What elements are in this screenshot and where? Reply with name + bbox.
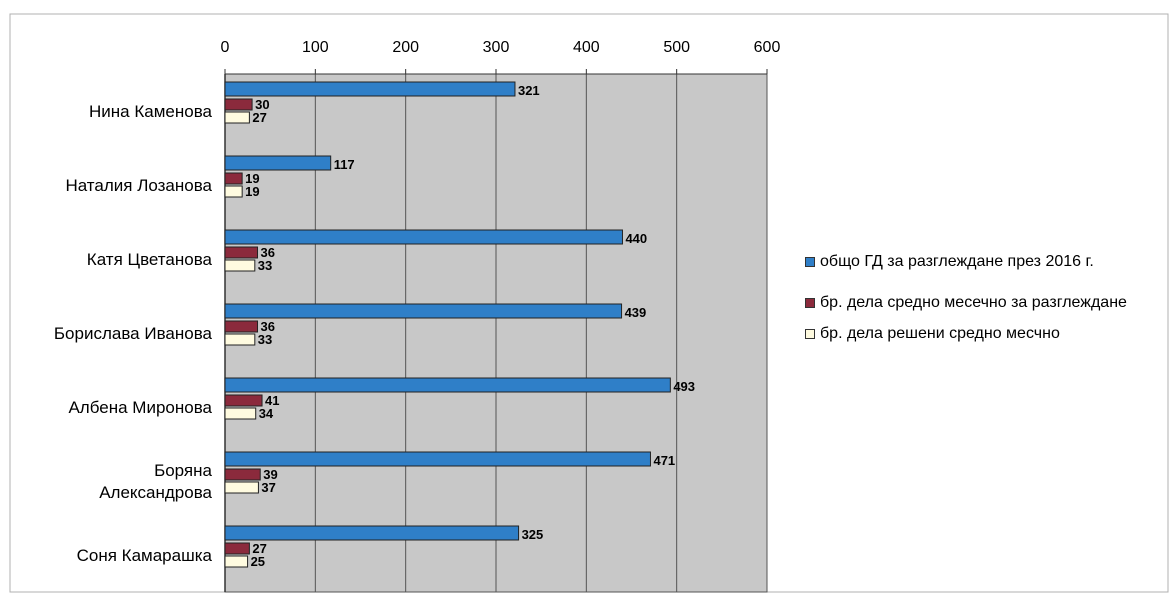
data-label: 34 (259, 406, 274, 421)
category-label: Наталия Лозанова (65, 176, 212, 195)
data-label: 36 (261, 319, 275, 334)
x-tick-label: 0 (221, 39, 230, 56)
bar (224, 555, 249, 568)
category-label: Нина Каменова (89, 102, 213, 121)
x-tick-label: 200 (392, 39, 419, 56)
legend-item-total: общо ГД за разглеждане през 2016 г. (805, 252, 1169, 271)
bar (224, 303, 623, 319)
x-tick-label: 500 (663, 39, 690, 56)
x-tick-label: 600 (754, 39, 781, 56)
bar (224, 155, 332, 171)
legend-label-solved: бр. дела решени средно месчно (820, 325, 1060, 342)
data-label: 19 (245, 171, 259, 186)
bar (224, 172, 243, 185)
data-label: 19 (245, 184, 259, 199)
bar (224, 525, 520, 541)
bar (224, 407, 257, 420)
data-label: 36 (261, 245, 275, 260)
data-label: 27 (252, 110, 266, 125)
data-label: 27 (252, 541, 266, 556)
data-label: 321 (518, 83, 540, 98)
legend-label-monthly: бр. дела средно месечно за разглеждане (820, 294, 1127, 311)
legend-label-total: общо ГД за разглеждане през 2016 г. (820, 253, 1094, 270)
chart-legend: общо ГД за разглеждане през 2016 г. бр. … (805, 252, 1169, 355)
bar (224, 185, 243, 198)
bar (224, 229, 623, 245)
data-label: 33 (258, 332, 272, 347)
bar (224, 451, 651, 467)
data-label: 39 (263, 467, 277, 482)
data-label: 25 (251, 554, 265, 569)
category-label: Соня Камарашка (77, 546, 213, 565)
x-tick-label: 400 (573, 39, 600, 56)
category-label: Катя Цветанова (87, 250, 213, 269)
bar (224, 377, 671, 393)
bar (224, 394, 263, 407)
x-tick-label: 100 (302, 39, 329, 56)
data-label: 325 (522, 527, 544, 542)
bar (224, 542, 250, 555)
x-tick-label: 300 (483, 39, 510, 56)
category-label: Борислава Иванова (54, 324, 213, 343)
category-label: Боряна (154, 461, 212, 480)
data-label: 33 (258, 258, 272, 273)
data-label: 41 (265, 393, 279, 408)
category-label: Албена Миронова (68, 398, 212, 417)
bar (224, 81, 516, 97)
data-label: 471 (653, 453, 675, 468)
bar (224, 259, 256, 272)
data-label: 440 (625, 231, 647, 246)
legend-item-monthly: бр. дела средно месечно за разглеждане (805, 293, 1169, 312)
bar (224, 246, 259, 259)
data-label: 439 (625, 305, 647, 320)
legend-swatch-monthly (805, 298, 815, 308)
data-label: 493 (673, 379, 695, 394)
bar (224, 468, 261, 481)
bar (224, 320, 259, 333)
category-label: Александрова (99, 483, 212, 502)
legend-swatch-total (805, 257, 815, 267)
data-label: 30 (255, 97, 269, 112)
bar (224, 98, 253, 111)
bar (224, 481, 259, 494)
data-label: 117 (334, 157, 355, 172)
bar (224, 333, 256, 346)
data-label: 37 (261, 480, 275, 495)
legend-swatch-solved (805, 329, 815, 339)
legend-item-solved: бр. дела решени средно месчно (805, 324, 1169, 343)
bar (224, 111, 250, 124)
